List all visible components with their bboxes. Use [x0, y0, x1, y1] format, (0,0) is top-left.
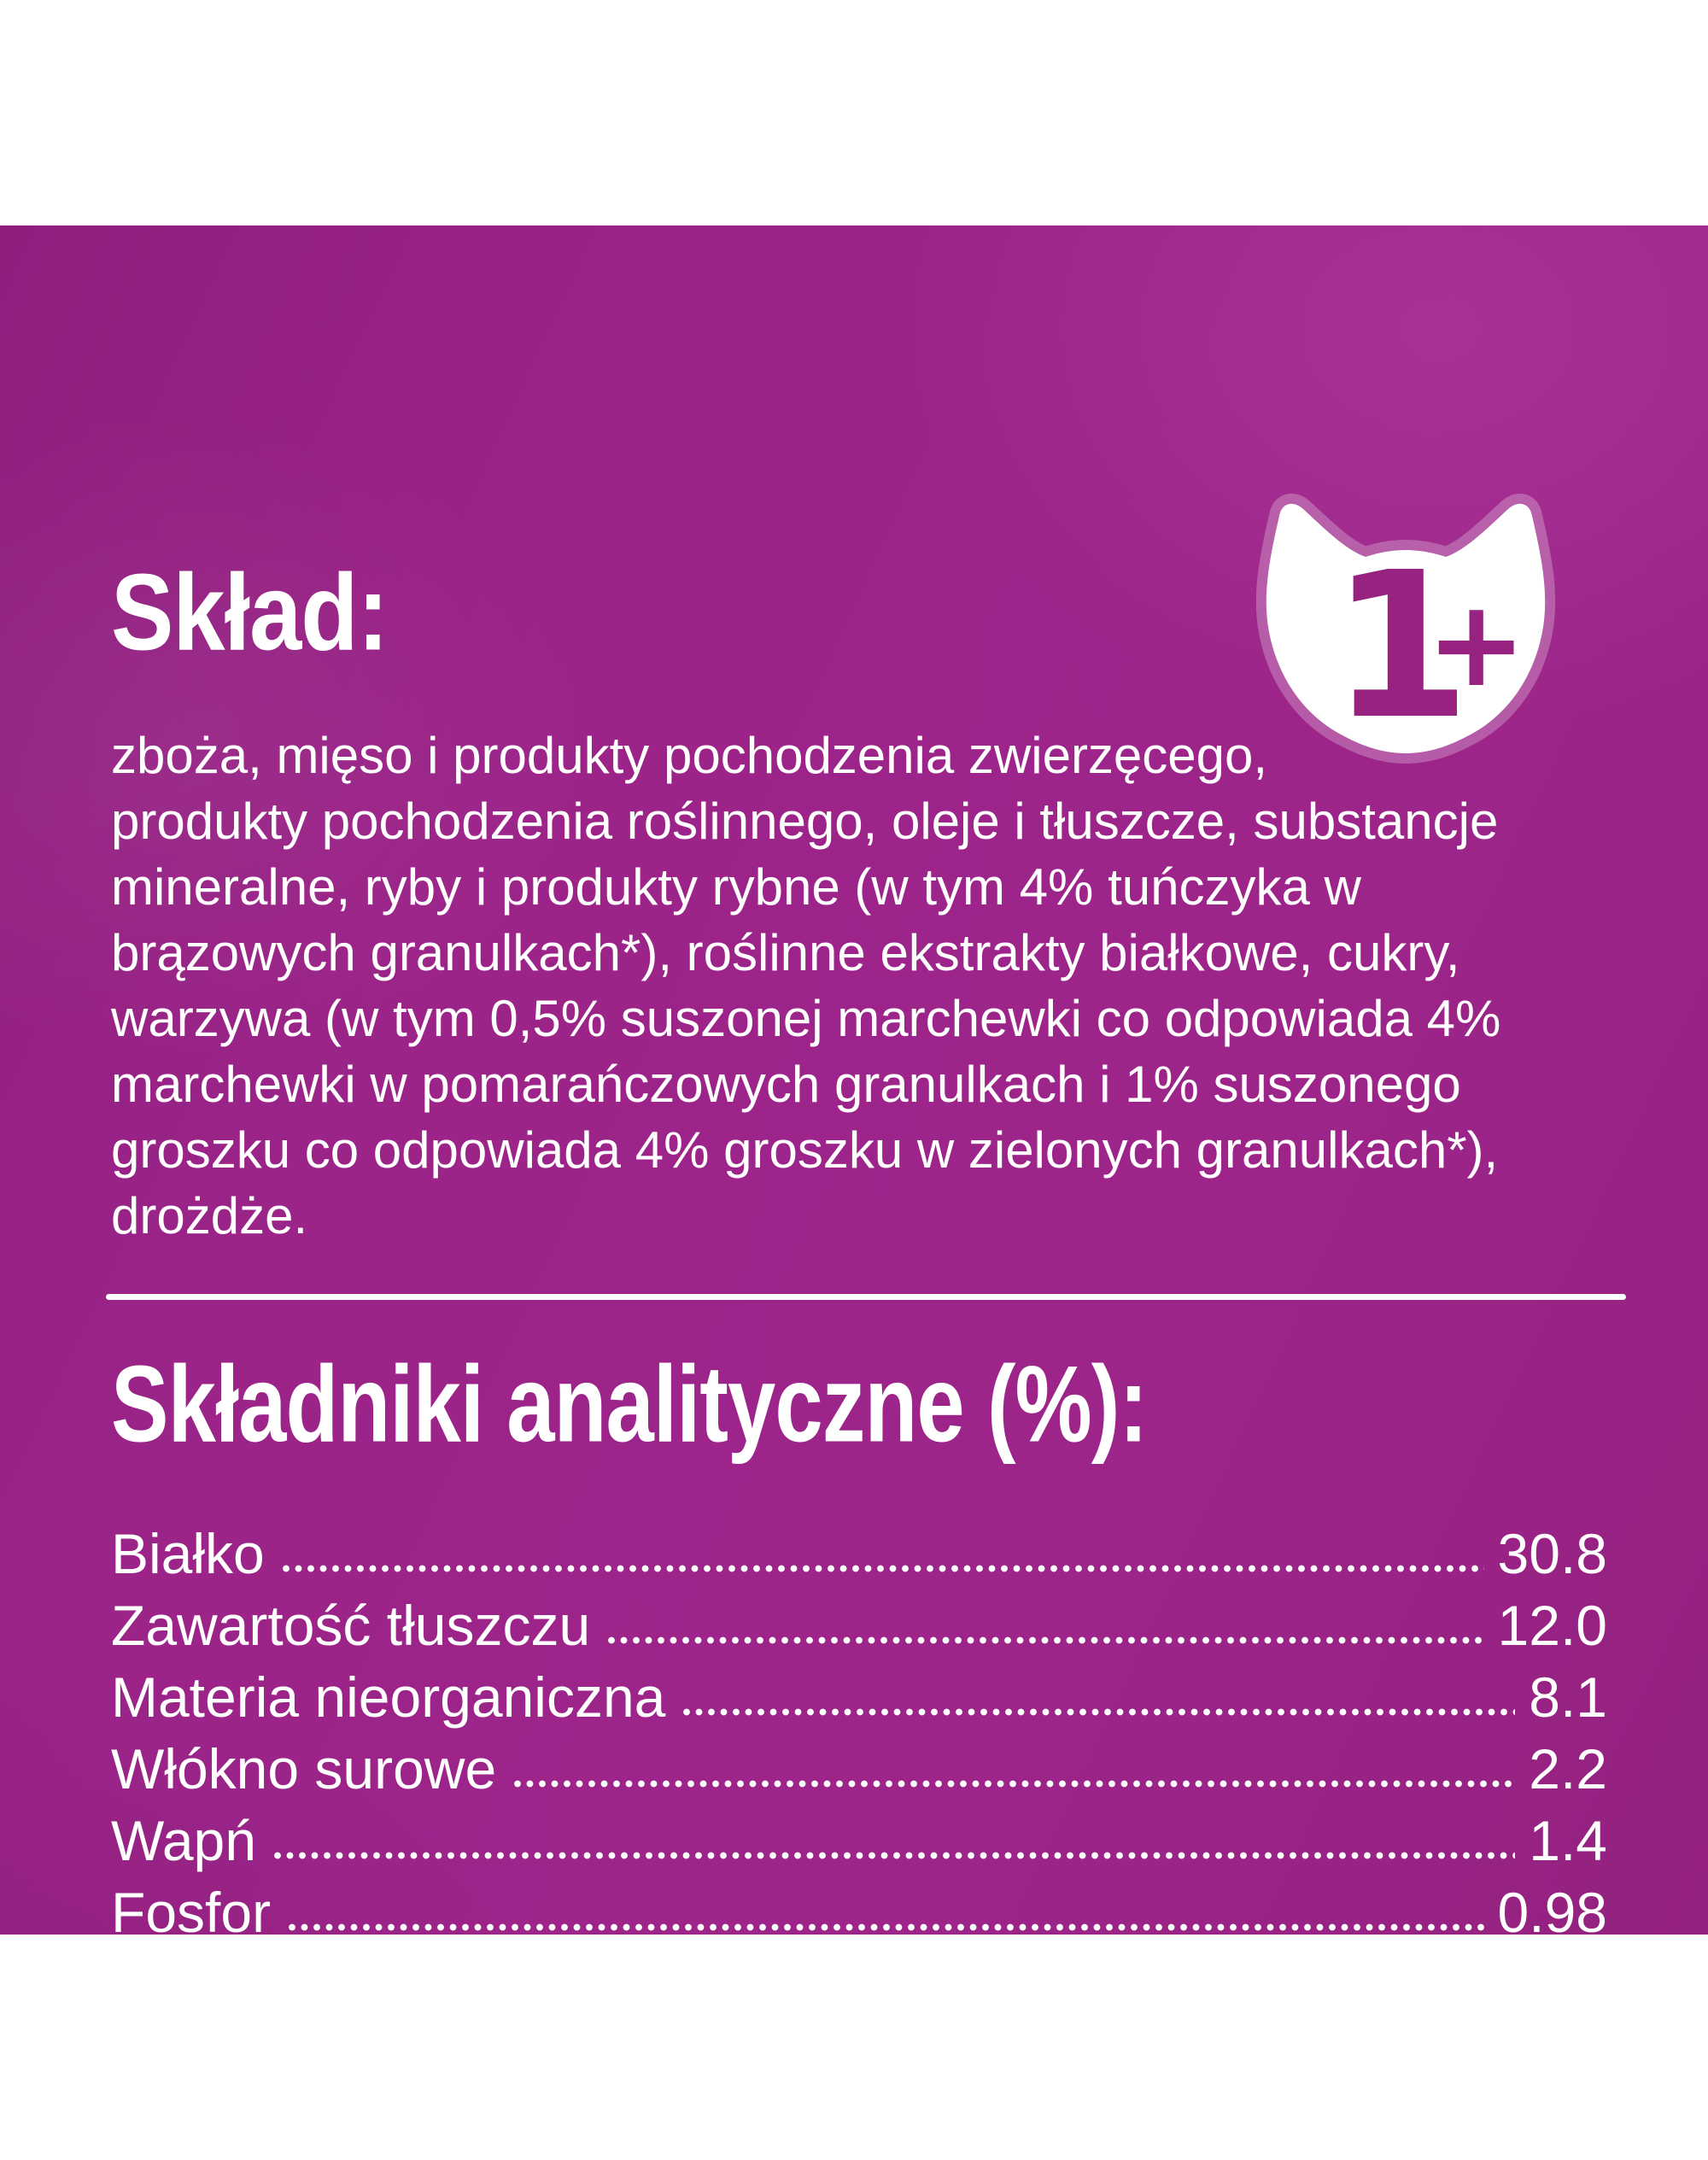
nutrient-label: Materia nieorganiczna — [111, 1665, 666, 1729]
footnote-line: *Brązowe granulki stanowią zwykle 70% pr… — [437, 2026, 1626, 2066]
badge-age-plus: + — [1426, 575, 1526, 714]
composition-line: zboża, mięso i produkty pochodzenia zwie… — [111, 727, 1268, 784]
nutrient-label: Zawartość tłuszczu — [111, 1593, 591, 1657]
dot-leader — [605, 1636, 1484, 1644]
composition-line: warzywa (w tym 0,5% suszonej marchewki c… — [111, 990, 1501, 1047]
dot-leader — [286, 1923, 1484, 1931]
nutrient-value: 2.2 — [1529, 1736, 1607, 1800]
nutrient-row: Materia nieorganiczna 8.1 — [111, 1655, 1607, 1727]
nutrient-row: Białko 30.8 — [111, 1512, 1607, 1583]
analytical-constituents-list: Białko 30.8 Zawartość tłuszczu 12.0 Mate… — [111, 1512, 1607, 1942]
nutrient-value: 30.8 — [1497, 1521, 1607, 1585]
dot-leader — [512, 1780, 1516, 1788]
section-divider — [106, 1294, 1626, 1300]
dot-leader — [271, 1852, 1516, 1859]
nutrient-value: 8.1 — [1529, 1665, 1607, 1729]
dot-leader — [279, 1565, 1484, 1572]
ingredients-panel: Skład: 1 + zboża, mięso i produkty pocho… — [0, 225, 1708, 2111]
nutrient-row: Włókno surowe 2.2 — [111, 1727, 1607, 1799]
nutrient-value: 1.4 — [1529, 1808, 1607, 1872]
dot-leader — [681, 1708, 1516, 1716]
composition-line: brązowych granulkach*), roślinne ekstrak… — [111, 924, 1460, 981]
cat-age-badge: 1 + — [1238, 487, 1573, 776]
badge-age-number: 1 — [1331, 529, 1471, 764]
footnote: *Brązowe granulki stanowią zwykle 70% pr… — [256, 2023, 1626, 2114]
nutrient-label: Włókno surowe — [111, 1736, 497, 1800]
footnote-line: i zielone granulki stanowią zwykle po 8%… — [712, 2071, 1626, 2111]
nutrient-label: Wapń — [111, 1808, 256, 1872]
composition-text: zboża, mięso i produkty pochodzenia zwie… — [111, 723, 1597, 1249]
nutrient-label: Fosfor — [111, 1880, 272, 1944]
nutrient-row: Wapń 1.4 — [111, 1799, 1607, 1870]
composition-line: groszku co odpowiada 4% groszku w zielon… — [111, 1121, 1499, 1179]
nutrient-label: Białko — [111, 1521, 265, 1585]
composition-line: mineralne, ryby i produkty rybne (w tym … — [111, 858, 1361, 916]
composition-heading: Skład: — [111, 551, 389, 674]
cat-head-icon — [1266, 503, 1546, 753]
composition-line: marchewki w pomarańczowych granulkach i … — [111, 1056, 1461, 1113]
composition-line: produkty pochodzenia roślinnego, oleje i… — [111, 793, 1499, 850]
nutrient-value: 0.98 — [1497, 1880, 1607, 1944]
nutrient-value: 12.0 — [1497, 1593, 1607, 1657]
nutrient-row: Fosfor 0.98 — [111, 1870, 1607, 1942]
cat-head-badge-graphic: 1 + — [1255, 493, 1556, 764]
analytical-constituents-heading: Składniki analityczne (%): — [111, 1343, 1148, 1466]
nutrient-row: Zawartość tłuszczu 12.0 — [111, 1583, 1607, 1655]
composition-line: drożdże. — [111, 1187, 308, 1244]
